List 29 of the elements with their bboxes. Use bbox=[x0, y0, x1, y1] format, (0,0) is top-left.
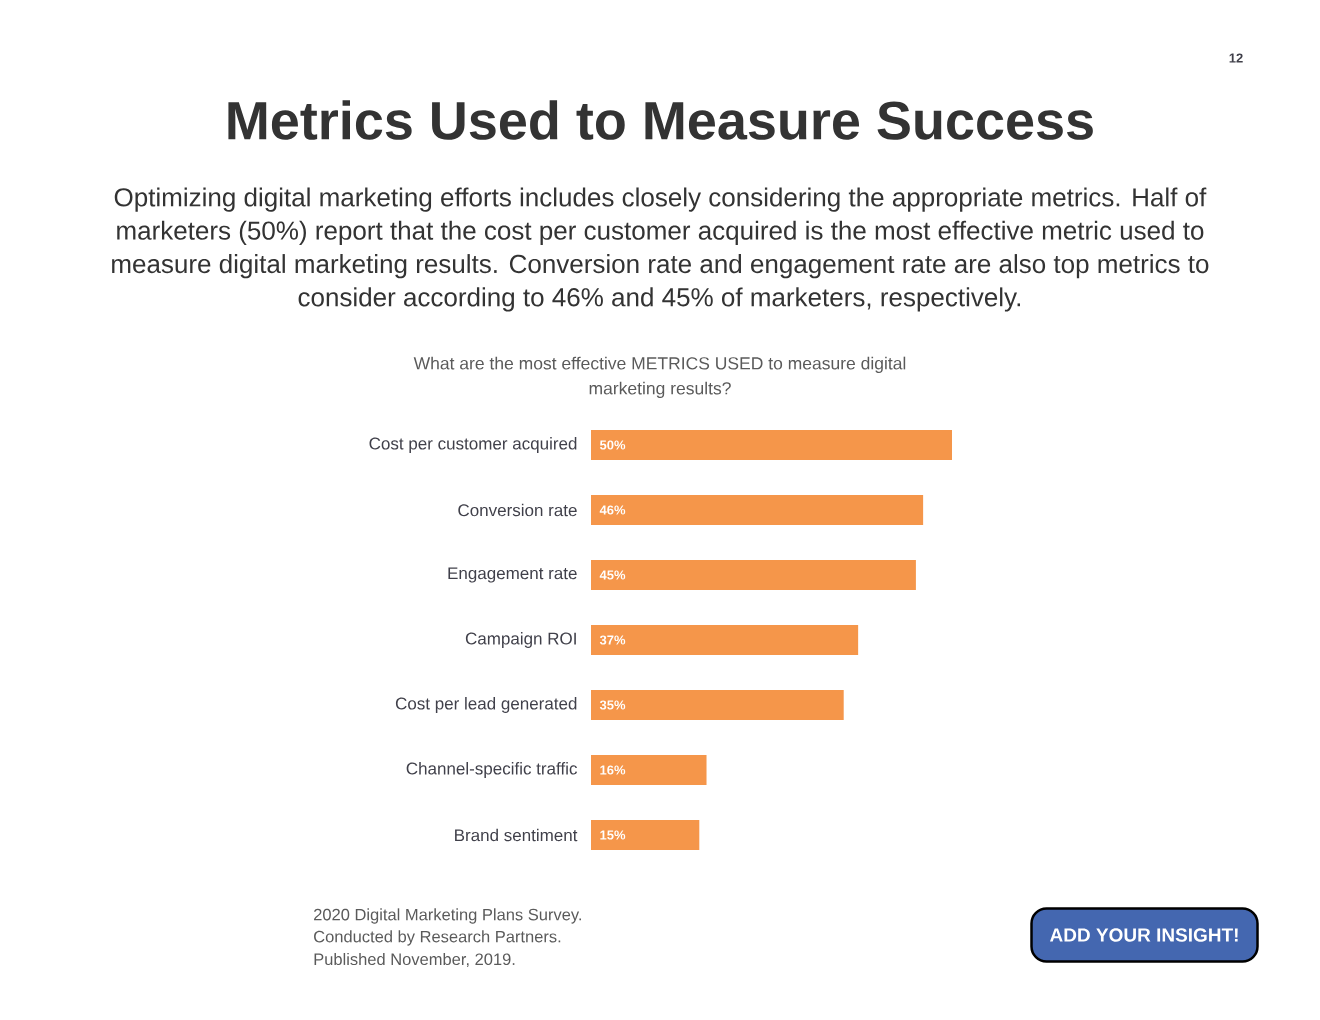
data-label: 16% bbox=[600, 765, 626, 775]
chart-subtitle: Optimizing digital marketing efforts includes closely considering the appropriate metrics. Half of marketers (50%) report that the cost per customer acquired is the most effective metric used to measure digital marketing results. Conversion rate and engagement rate are also top metrics to consider according to 46% and 45% of marketers, respectively. bbox=[112, 187, 1209, 312]
data-label: 15% bbox=[600, 830, 626, 840]
bar bbox=[591, 560, 916, 591]
bar bbox=[591, 625, 859, 655]
y-tick-label: Conversion rate bbox=[458, 503, 577, 517]
text: Conducted by Research Partners. bbox=[314, 930, 561, 946]
y-tick-label: Campaign ROI bbox=[465, 632, 576, 648]
chart-title: Metrics Used to Measure Success bbox=[228, 100, 1093, 140]
data-label: 35% bbox=[599, 700, 626, 710]
bar bbox=[591, 820, 700, 850]
data-label: 50% bbox=[599, 440, 626, 450]
bar bbox=[591, 430, 952, 461]
bar bbox=[591, 755, 707, 785]
text: What are the most effective METRICS USED to measure digital marketing results? bbox=[413, 356, 906, 399]
text: Published November, 2019. bbox=[314, 952, 515, 968]
bar bbox=[591, 690, 844, 720]
data-label: 46% bbox=[599, 505, 626, 515]
y-tick-label: Cost per customer acquired bbox=[369, 437, 577, 453]
data-label: 37% bbox=[599, 635, 626, 645]
text: ADD YOUR INSIGHT! bbox=[1049, 928, 1238, 942]
bar bbox=[591, 495, 924, 526]
y-tick-label: Engagement rate bbox=[448, 567, 577, 583]
text: 2020 Digital Marketing Plans Survey. bbox=[314, 908, 581, 924]
text: 12 bbox=[1229, 53, 1243, 63]
y-tick-label: Cost per lead generated bbox=[395, 697, 577, 713]
y-tick-label: Brand sentiment bbox=[455, 828, 578, 842]
y-tick-label: Channel-specific traffic bbox=[406, 762, 577, 778]
data-label: 45% bbox=[599, 570, 626, 580]
